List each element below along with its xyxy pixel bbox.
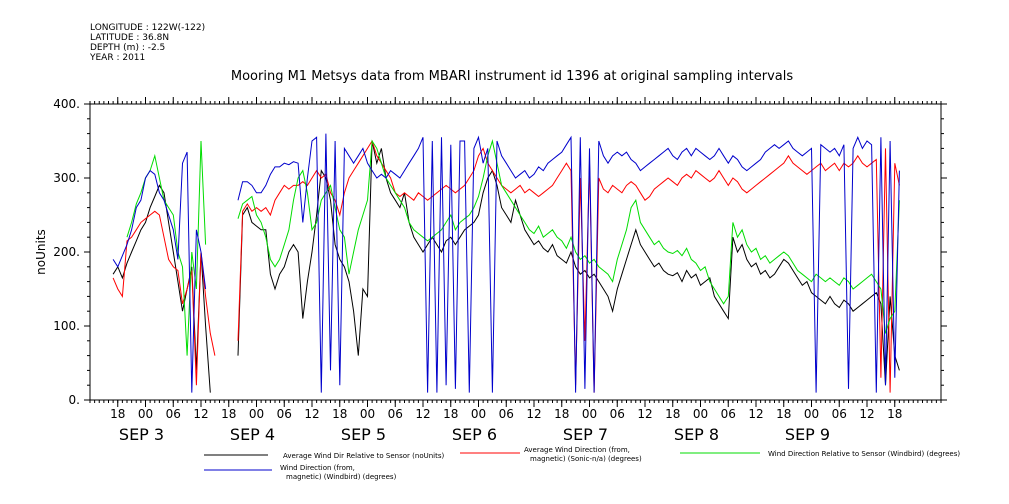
x-tick-label: 18 <box>110 407 125 421</box>
x-tick-label: 18 <box>776 407 791 421</box>
x-day-label: SEP 3 <box>119 425 164 444</box>
x-tick-label: 12 <box>637 407 652 421</box>
x-day-label: SEP 9 <box>785 425 830 444</box>
y-tick-label: 300. <box>53 171 80 185</box>
x-tick-label: 12 <box>304 407 319 421</box>
x-tick-label: 06 <box>610 407 625 421</box>
x-tick-label: 12 <box>526 407 541 421</box>
legend-label-3: magnetic) (Windbird) (degrees) <box>286 473 397 481</box>
x-tick-label: 00 <box>360 407 375 421</box>
series-line-2 <box>126 139 900 356</box>
x-tick-label: 06 <box>832 407 847 421</box>
y-tick-label: 100. <box>53 319 80 333</box>
x-day-label: SEP 6 <box>452 425 497 444</box>
meta-latitude: LATITUDE : 36.8N <box>90 33 169 43</box>
x-tick-label: 06 <box>499 407 514 421</box>
series-line-0 <box>112 140 900 393</box>
y-tick-label: 0. <box>69 393 80 407</box>
x-tick-label: 06 <box>277 407 292 421</box>
legend-label-2: Wind Direction Relative to Sensor (Windb… <box>768 450 960 458</box>
x-day-label: SEP 4 <box>230 425 275 444</box>
legend-label-1: Average Wind Direction (from, <box>524 446 630 454</box>
x-tick-label: 06 <box>166 407 181 421</box>
x-tick-label: 18 <box>443 407 458 421</box>
x-day-label: SEP 5 <box>341 425 386 444</box>
meta-year: YEAR : 2011 <box>89 53 145 63</box>
x-tick-label: 12 <box>415 407 430 421</box>
y-tick-label: 400. <box>53 97 80 111</box>
meta-longitude: LONGITUDE : 122W(-122) <box>90 23 205 33</box>
series-line-1 <box>112 139 900 393</box>
x-tick-label: 18 <box>887 407 902 421</box>
x-tick-label: 00 <box>804 407 819 421</box>
y-tick-label: 200. <box>53 245 80 259</box>
y-axis-label: noUnits <box>34 229 48 275</box>
x-tick-label: 12 <box>748 407 763 421</box>
x-tick-label: 00 <box>693 407 708 421</box>
x-tick-label: 06 <box>388 407 403 421</box>
x-tick-label: 00 <box>471 407 486 421</box>
x-day-label: SEP 8 <box>674 425 719 444</box>
x-tick-label: 12 <box>859 407 874 421</box>
x-day-label: SEP 7 <box>563 425 608 444</box>
x-tick-label: 18 <box>554 407 569 421</box>
x-tick-label: 18 <box>332 407 347 421</box>
chart-title: Mooring M1 Metsys data from MBARI instru… <box>231 69 793 84</box>
metadata-block: LONGITUDE : 122W(-122) LATITUDE : 36.8N … <box>89 23 205 63</box>
legend-label-3: Wind Direction (from, <box>280 464 355 472</box>
meta-depth: DEPTH (m) : -2.5 <box>90 43 165 53</box>
x-tick-label: 18 <box>221 407 236 421</box>
legend-label-1: magnetic) (Sonic-n/a) (degrees) <box>530 455 642 463</box>
x-tick-label: 00 <box>138 407 153 421</box>
x-tick-label: 06 <box>721 407 736 421</box>
x-tick-label: 12 <box>193 407 208 421</box>
x-tick-label: 00 <box>249 407 264 421</box>
series-line-3 <box>112 133 900 393</box>
legend-label-0: Average Wind Dir Relative to Sensor (noU… <box>283 452 444 460</box>
x-tick-label: 00 <box>582 407 597 421</box>
x-tick-label: 18 <box>665 407 680 421</box>
